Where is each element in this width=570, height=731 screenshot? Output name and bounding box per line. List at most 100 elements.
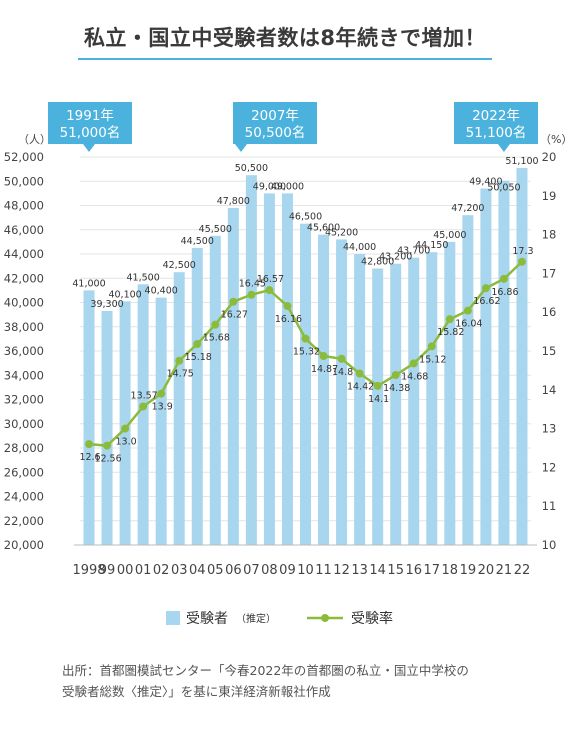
x-tick-label: 21: [496, 563, 513, 578]
rate-value-label: 16.16: [275, 314, 302, 325]
x-tick-label: 09: [279, 563, 296, 578]
bar: [498, 180, 510, 546]
bar-layer: [83, 167, 528, 546]
bar: [137, 284, 149, 545]
bar-value-label: 45,500: [199, 224, 232, 235]
bar: [101, 310, 113, 545]
rate-value-label: 16.45: [239, 279, 266, 290]
rate-point: [319, 352, 328, 361]
rate-value-label: 15.82: [437, 327, 464, 338]
rate-value-label: 15.68: [203, 333, 230, 344]
bar-value-label: 45,200: [325, 227, 358, 238]
rate-point: [157, 389, 166, 398]
rate-point: [121, 424, 130, 433]
bar: [245, 175, 257, 545]
callout-year: 2022年: [472, 108, 520, 124]
bar-value-label: 40,400: [145, 286, 178, 297]
x-tick-label: 04: [189, 563, 206, 578]
right-tick-label: 13: [542, 422, 557, 436]
bar: [119, 301, 131, 545]
bar: [155, 297, 167, 545]
x-tick-label: 03: [171, 563, 188, 578]
x-tick-label: 18: [442, 563, 459, 578]
left-tick-label: 36,000: [4, 344, 44, 358]
left-tick-label: 32,000: [4, 393, 44, 407]
left-tick-label: 24,000: [4, 490, 44, 504]
left-tick-label: 50,000: [4, 174, 44, 188]
x-tick-label: 15: [387, 563, 404, 578]
left-tick-label: 34,000: [4, 368, 44, 382]
x-tick-label: 17: [424, 563, 441, 578]
bar-value-label: 49,000: [271, 181, 304, 192]
bar: [83, 290, 95, 545]
x-tick-label: 16: [405, 563, 422, 578]
callout-count: 51,000名: [60, 125, 121, 141]
axis-layer: 20,000 22,000 24,000 26,000 28,000 30,000 32,0…: [4, 133, 570, 578]
callout-pointer: [235, 144, 247, 152]
left-tick-label: 28,000: [4, 441, 44, 455]
bar: [300, 223, 311, 545]
rate-value-label: 16.62: [473, 296, 500, 307]
x-tick-label: 08: [261, 563, 278, 578]
bar: [372, 268, 384, 545]
x-tick-label: 20: [478, 563, 495, 578]
callout-count: 50,500名: [245, 125, 306, 141]
left-tick-label: 46,000: [4, 223, 44, 237]
rate-point: [103, 441, 112, 450]
bar-value-label: 43,700: [397, 246, 430, 257]
left-tick-label: 30,000: [4, 417, 44, 431]
left-tick-label: 38,000: [4, 320, 44, 334]
source-line-1: 出所：首都圏模試センター「今春2022年の首都圏の私立・国立中学校の: [62, 663, 469, 678]
bar-value-label: 47,200: [451, 203, 484, 214]
bar-value-label: 44,000: [343, 242, 376, 253]
right-tick-label: 12: [542, 460, 557, 474]
rate-point: [211, 320, 220, 329]
rate-point: [265, 286, 274, 295]
left-tick-label: 52,000: [4, 150, 44, 164]
x-tick-label: 1998: [72, 563, 105, 578]
bar: [281, 193, 293, 545]
legend-bar-swatch: [166, 611, 180, 625]
rate-value-label: 12.56: [94, 454, 121, 465]
bar: [318, 234, 330, 545]
rate-value-label: 12.6: [79, 452, 100, 463]
chart-title-wrap: 私立・国立中受験者数は8年続きで増加！: [0, 22, 570, 60]
legend-bar-label: 受験者: [186, 611, 228, 627]
rate-value-label: 14.87: [311, 364, 338, 375]
rate-value-label: 14.38: [383, 383, 410, 394]
left-tick-label: 44,000: [4, 247, 44, 261]
rate-value-label: 16.27: [221, 310, 248, 321]
rate-value-label: 17.3: [512, 246, 533, 257]
bar-value-label: 42,500: [163, 260, 196, 271]
left-tick-label: 42,000: [4, 271, 44, 285]
left-tick-label: 40,000: [4, 296, 44, 310]
bar: [191, 247, 203, 545]
bar: [444, 241, 456, 545]
rate-value-label: 13.0: [116, 437, 137, 448]
x-tick-label: 12: [333, 563, 350, 578]
bar: [263, 193, 275, 545]
x-tick-label: 02: [153, 563, 170, 578]
x-tick-label: 01: [135, 563, 152, 578]
x-tick-label: 00: [117, 563, 134, 578]
bar-value-label: 43,200: [379, 252, 412, 263]
right-tick-label: 14: [542, 383, 557, 397]
bar: [336, 239, 348, 545]
callout-pointer: [497, 144, 510, 152]
rate-point: [481, 284, 490, 293]
rate-value-label: 15.18: [185, 352, 212, 363]
rate-point: [373, 381, 382, 390]
rate-point: [283, 301, 292, 310]
rate-point: [445, 315, 454, 324]
bar-value-label: 40,100: [108, 289, 141, 300]
bar-value-label: 50,050: [487, 183, 520, 194]
left-unit-label: （人）: [18, 133, 51, 146]
rate-point: [247, 290, 256, 299]
bar: [408, 257, 420, 545]
rate-point: [85, 440, 94, 449]
bar: [354, 254, 366, 545]
callout-box: [48, 102, 132, 144]
x-tick-label: 05: [207, 563, 224, 578]
x-tick-label: 19: [460, 563, 477, 578]
